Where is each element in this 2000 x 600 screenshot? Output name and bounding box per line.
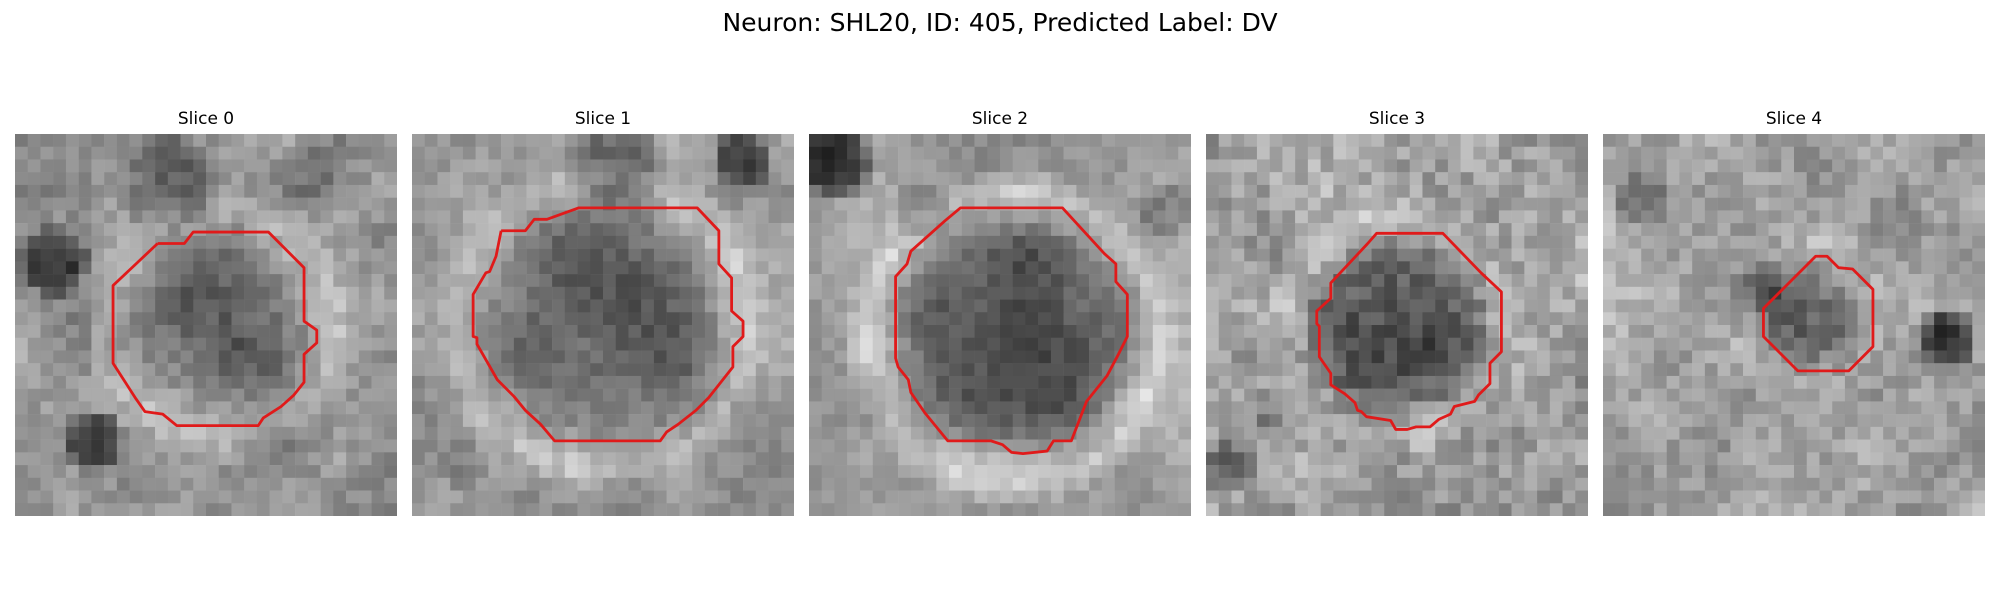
slice-title-3: Slice 3 xyxy=(1368,109,1426,129)
slice-image-0 xyxy=(15,134,397,516)
slice-title-1: Slice 1 xyxy=(574,109,632,129)
slice-title-4: Slice 4 xyxy=(1765,109,1823,129)
slice-image-4 xyxy=(1603,134,1985,516)
slice-title-0: Slice 0 xyxy=(177,109,235,129)
slice-title-2: Slice 2 xyxy=(971,109,1029,129)
slice-image-1 xyxy=(412,134,794,516)
slice-image-2 xyxy=(809,134,1191,516)
roi-contour-2 xyxy=(894,206,1129,456)
slice-panel-4: Slice 4 xyxy=(1603,108,1985,520)
roi-contour-3 xyxy=(1315,231,1503,431)
roi-contour-4 xyxy=(1762,254,1875,373)
figure-title: Neuron: SHL20, ID: 405, Predicted Label:… xyxy=(722,8,1278,37)
slice-image-3 xyxy=(1206,134,1588,516)
slice-panel-2: Slice 2 xyxy=(809,108,1191,520)
roi-contour-1 xyxy=(471,206,745,443)
slice-panel-1: Slice 1 xyxy=(412,108,794,520)
slice-panel-3: Slice 3 xyxy=(1206,108,1588,520)
slice-panel-0: Slice 0 xyxy=(15,108,397,520)
roi-contour-0 xyxy=(111,230,319,427)
